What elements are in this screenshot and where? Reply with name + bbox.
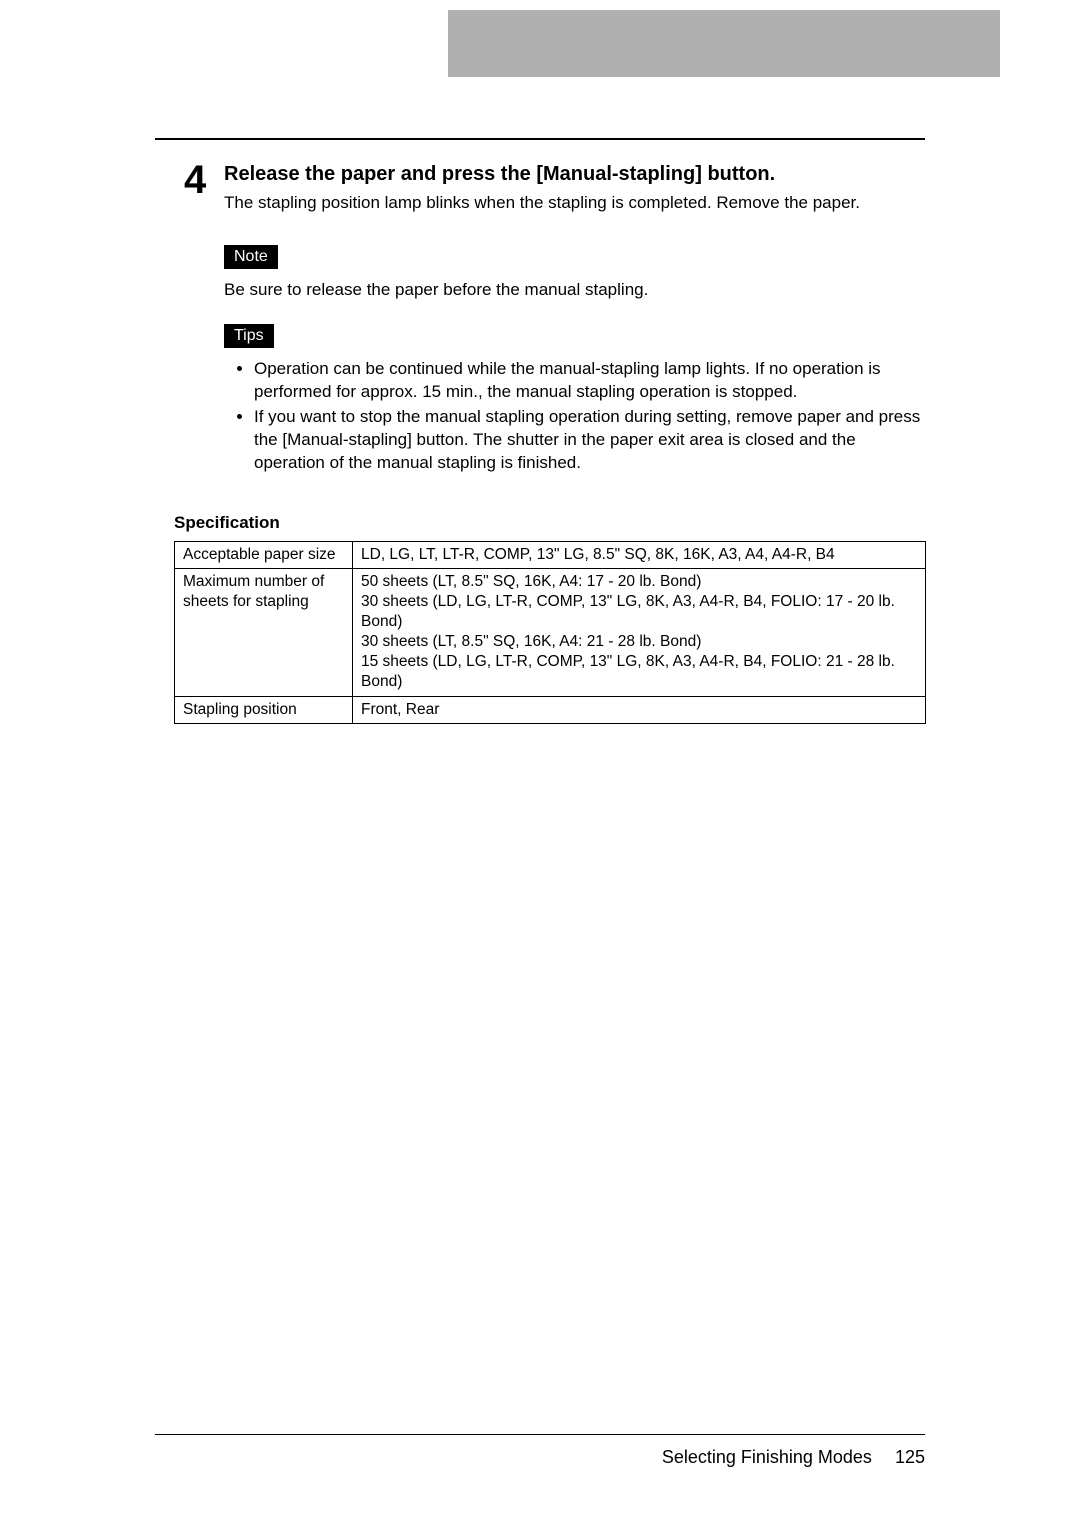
spec-label: Acceptable paper size bbox=[175, 541, 353, 568]
footer-section: Selecting Finishing Modes bbox=[662, 1447, 872, 1467]
header-rule bbox=[155, 138, 925, 140]
header-gray-band bbox=[448, 10, 1000, 77]
spec-heading: Specification bbox=[174, 513, 926, 533]
tips-badge: Tips bbox=[224, 324, 274, 348]
footer-page-number: 125 bbox=[895, 1447, 925, 1467]
tips-list: Operation can be continued while the man… bbox=[224, 358, 926, 475]
spec-value: 50 sheets (LT, 8.5" SQ, 16K, A4: 17 - 20… bbox=[353, 568, 926, 696]
note-badge: Note bbox=[224, 245, 278, 269]
spec-label: Maximum number of sheets for stapling bbox=[175, 568, 353, 696]
step-description: The stapling position lamp blinks when t… bbox=[224, 192, 926, 215]
main-content: Release the paper and press the [Manual-… bbox=[224, 163, 926, 724]
step-number: 4 bbox=[184, 158, 206, 203]
spec-value: LD, LG, LT, LT-R, COMP, 13" LG, 8.5" SQ,… bbox=[353, 541, 926, 568]
spec-table: Acceptable paper size LD, LG, LT, LT-R, … bbox=[174, 541, 926, 724]
page-footer: Selecting Finishing Modes 125 bbox=[155, 1434, 925, 1468]
table-row: Stapling position Front, Rear bbox=[175, 696, 926, 723]
spec-value: Front, Rear bbox=[353, 696, 926, 723]
tips-item: Operation can be continued while the man… bbox=[254, 358, 926, 404]
table-row: Maximum number of sheets for stapling 50… bbox=[175, 568, 926, 696]
tips-item: If you want to stop the manual stapling … bbox=[254, 406, 926, 475]
note-text: Be sure to release the paper before the … bbox=[224, 279, 926, 302]
table-row: Acceptable paper size LD, LG, LT, LT-R, … bbox=[175, 541, 926, 568]
spec-label: Stapling position bbox=[175, 696, 353, 723]
step-title: Release the paper and press the [Manual-… bbox=[224, 163, 926, 186]
